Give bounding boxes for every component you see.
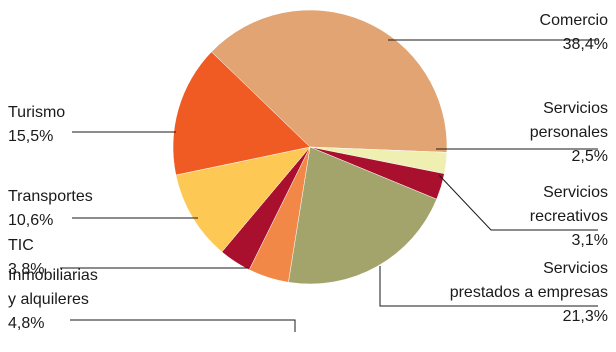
slice-value-servicios-personales: 2,5% [572,148,608,165]
slice-label-inmobiliarias-alquileres-2: y alquileres [8,291,89,308]
slice-value-transportes: 10,6% [8,212,53,229]
slice-value-tic: 3,8% [8,261,44,278]
slice-label-servicios-recreativos-1: Servicios [543,184,608,201]
slice-value-servicios-prestados-empresas: 21,3% [563,308,608,325]
pie-slice-comercio [211,9,448,153]
slice-label-servicios-personales-2: personales [530,124,608,141]
pie-slice-turismo [172,51,311,176]
pie-slice-transportes [175,146,311,253]
slice-label-servicios-prestados-empresas-2: prestados a empresas [450,284,608,301]
slice-label-turismo-1: Turismo [8,104,65,121]
slice-label-servicios-recreativos-2: recreativos [530,208,608,225]
leader-line-servicios-prestados-empresas [379,266,598,307]
leader-lines [60,39,598,332]
slice-label-inmobiliarias-alquileres-1: Inmobiliarias [8,267,98,284]
slice-label-transportes-1: Transportes [8,188,93,205]
slice-labels: Comercio 38,4% Servicios personales 2,5% Serv… [8,12,608,332]
pie-slice-servicios-prestados-empresas [288,146,437,285]
leader-line-inmobiliarias-alquileres [70,319,296,332]
slice-value-turismo: 15,5% [8,128,53,145]
slice-value-servicios-recreativos: 3,1% [572,232,608,249]
slice-label-servicios-personales-1: Servicios [543,100,608,117]
pie-slices [172,9,448,285]
slice-label-servicios-prestados-empresas-1: Servicios [543,260,608,277]
slice-value-inmobiliarias-alquileres: 4,8% [8,315,44,332]
leader-line-servicios-recreativos [438,174,598,231]
slice-label-tic-1: TIC [8,237,34,254]
slice-value-comercio: 38,4% [563,36,608,53]
slice-label-comercio-1: Comercio [540,12,609,29]
